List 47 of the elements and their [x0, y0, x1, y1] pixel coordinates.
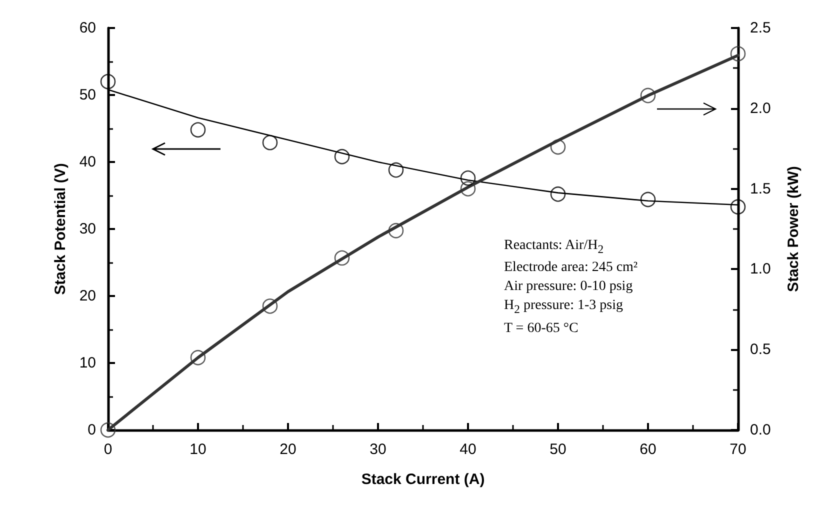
- point: [100, 74, 116, 90]
- point: [190, 122, 206, 138]
- x-tick-label: 0: [104, 441, 112, 458]
- x-tick-label: 50: [550, 441, 566, 458]
- point: [262, 298, 278, 314]
- point: [730, 46, 746, 62]
- y2-tick-label: 2.5: [750, 20, 771, 36]
- x-tick-label: 30: [370, 441, 386, 458]
- annotation: Air pressure: 0-10 psig: [504, 278, 634, 296]
- y-axis-title: Stack Potential (V): [52, 163, 69, 295]
- annotation: H$_{2}$ pressure: 1-3 psig: [504, 297, 624, 318]
- point: [190, 350, 206, 366]
- annotation: Electrode area: 245 cm²: [504, 259, 638, 278]
- y-tick-label: 0: [88, 422, 96, 438]
- y2-tick-label: 2.0: [750, 100, 771, 117]
- x-tick-label: 10: [190, 441, 206, 458]
- x-tick-label: 40: [460, 441, 476, 458]
- point: [262, 134, 278, 150]
- x-tick-label: 70: [730, 441, 746, 458]
- y2-tick-label: 0.0: [750, 422, 771, 438]
- point: [100, 422, 116, 438]
- point: [460, 170, 476, 186]
- y-tick-label: 30: [79, 220, 96, 238]
- point: [334, 148, 350, 164]
- x-tick-label: 20: [280, 441, 296, 458]
- y-tick-label: 50: [79, 86, 96, 104]
- y2-axis-title: Stack Power (kW): [785, 166, 802, 292]
- y2-tick-label: 0.5: [750, 341, 771, 358]
- x-axis-title: Stack Current (A): [361, 471, 485, 488]
- point: [334, 250, 350, 266]
- y2-tick-label: 1.5: [750, 180, 771, 198]
- point: [388, 222, 404, 238]
- point: [550, 139, 566, 155]
- point: [730, 199, 746, 215]
- y2-tick-label: 1.0: [750, 260, 771, 278]
- point: [460, 181, 476, 196]
- y-tick-label: 40: [79, 154, 96, 170]
- annotation: Reactants: Air/H$_{2}$: [504, 236, 605, 258]
- point: [388, 162, 404, 178]
- point: [640, 88, 656, 104]
- y-tick-label: 20: [79, 288, 96, 304]
- x-tick-label: 60: [640, 441, 656, 458]
- y-tick-label: 60: [79, 20, 96, 36]
- point: [640, 192, 656, 208]
- point: [550, 186, 566, 202]
- y-tick-label: 10: [79, 354, 96, 372]
- annotation: T = 60-65 °C: [504, 320, 580, 338]
